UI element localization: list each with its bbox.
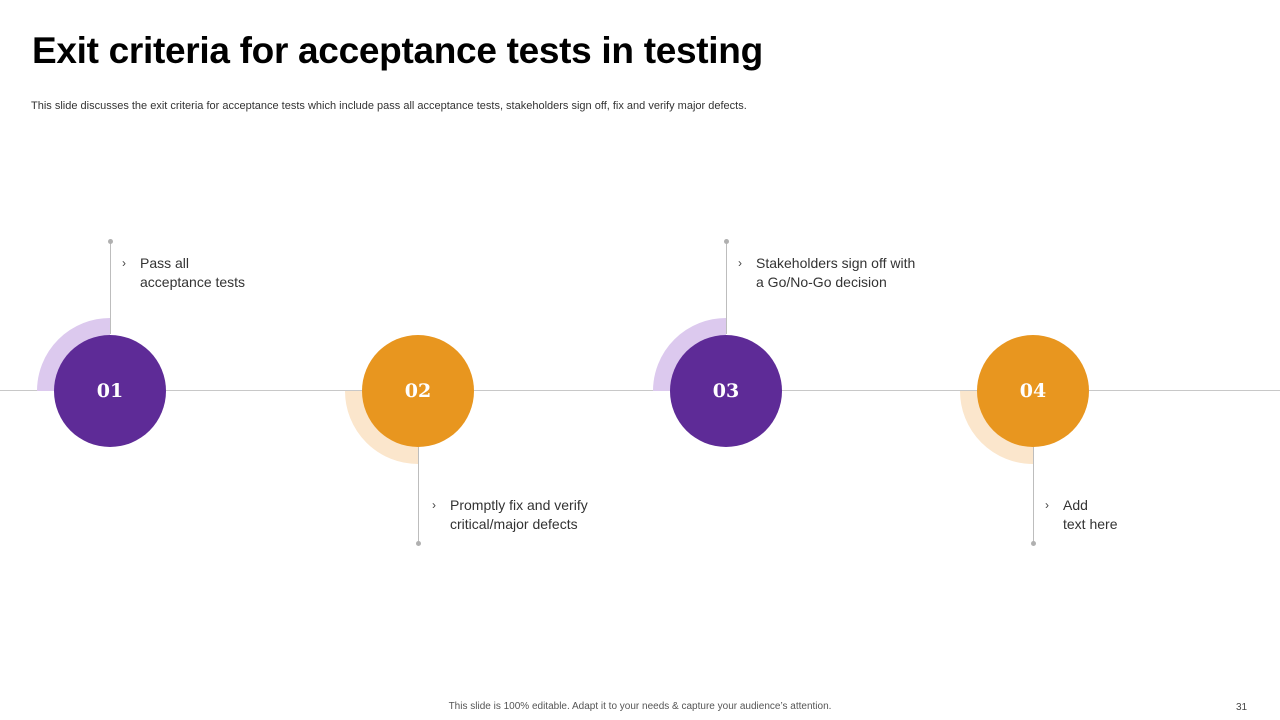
step-01-connector: [110, 242, 111, 334]
step-01-line-2: acceptance tests: [140, 274, 246, 290]
step-02-connector: [418, 447, 419, 543]
step-03-line-2: a Go/No-Go decision: [756, 274, 887, 290]
step-04-number: 04: [1019, 380, 1047, 402]
step-02-chevron-icon: ›: [432, 498, 436, 512]
step-03-chevron-icon: ›: [738, 256, 742, 270]
step-01-circle: 01: [54, 335, 166, 447]
step-03-circle: 03: [670, 335, 782, 447]
step-02-number: 02: [404, 380, 432, 402]
step-04-line-1: Add: [1063, 497, 1088, 513]
step-03-connector-dot: [724, 239, 729, 244]
page-number: 31: [1236, 702, 1248, 713]
timeline-line: [0, 390, 1280, 391]
slide-subtitle: This slide discusses the exit criteria f…: [31, 100, 747, 112]
step-04-connector: [1033, 447, 1034, 543]
step-02-circle: 02: [362, 335, 474, 447]
step-04-circle: 04: [977, 335, 1089, 447]
slide-title: Exit criteria for acceptance tests in te…: [32, 30, 763, 71]
step-03-number: 03: [712, 380, 740, 402]
step-04-chevron-icon: ›: [1045, 498, 1049, 512]
footer-note: This slide is 100% editable. Adapt it to…: [448, 701, 832, 712]
step-02-line-2: critical/major defects: [450, 516, 578, 532]
step-01-number: 01: [96, 380, 124, 402]
step-02-line-1: Promptly fix and verify: [450, 497, 588, 513]
step-01-text: › Pass all acceptance tests: [122, 254, 245, 292]
step-04-connector-dot: [1031, 541, 1036, 546]
step-04-text: › Add text here: [1045, 496, 1117, 534]
step-02-text: › Promptly fix and verify critical/major…: [432, 496, 588, 534]
step-01-connector-dot: [108, 239, 113, 244]
step-01-line-1: Pass all: [140, 255, 190, 271]
step-02-connector-dot: [416, 541, 421, 546]
step-03-connector: [726, 242, 727, 334]
step-03-text: › Stakeholders sign off with a Go/No-Go …: [738, 254, 915, 292]
step-03-line-1: Stakeholders sign off with: [756, 255, 916, 271]
step-01-chevron-icon: ›: [122, 256, 126, 270]
step-04-line-2: text here: [1063, 516, 1118, 532]
